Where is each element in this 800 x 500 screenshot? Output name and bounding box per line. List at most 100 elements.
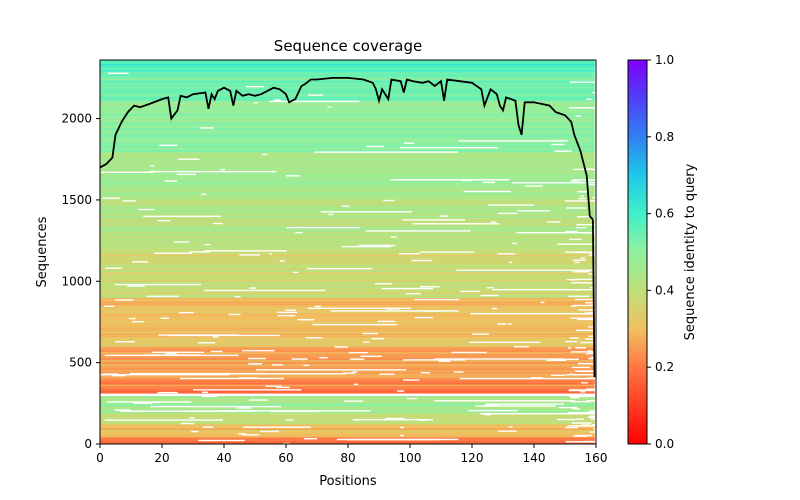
sequence-strip [100, 409, 596, 411]
sequence-strip [100, 419, 596, 421]
coverage-gap [100, 171, 154, 173]
coverage-gap [587, 350, 592, 352]
coverage-gap [578, 251, 596, 254]
coverage-gap [575, 347, 587, 349]
coverage-gap [212, 222, 223, 225]
coverage-gap [386, 308, 400, 310]
colorbar-tick-label: 0.0 [655, 437, 674, 451]
sequence-strip [100, 163, 596, 165]
sequence-strip [100, 278, 596, 280]
coverage-gap [268, 253, 273, 255]
coverage-gap [199, 127, 214, 129]
coverage-gap [567, 411, 596, 414]
coverage-gap [588, 254, 596, 256]
coverage-gap [492, 289, 596, 291]
coverage-gap [390, 179, 510, 181]
x-axis-ticks: 0 20 40 60 80 100 120 140 160 [96, 444, 607, 465]
coverage-gap [589, 304, 596, 306]
sequence-strip [100, 124, 596, 126]
chart-title: Sequence coverage [274, 37, 422, 55]
sequence-strip [100, 106, 596, 108]
coverage-gap [475, 405, 556, 407]
sequence-strip [100, 366, 596, 368]
coverage-gap [524, 185, 543, 187]
coverage-gap [490, 221, 496, 223]
y-axis-ticks: 0 500 1000 1500 2000 [61, 112, 100, 451]
coverage-gap [434, 400, 575, 402]
coverage-gap [571, 422, 592, 424]
coverage-gap [575, 370, 596, 372]
coverage-gap [150, 165, 155, 167]
coverage-gaps [100, 60, 596, 444]
coverage-gap [151, 351, 205, 353]
x-tick-label: 160 [585, 451, 608, 465]
sequence-strip [100, 368, 596, 370]
identity-band [100, 437, 596, 444]
sequence-strip [100, 231, 596, 234]
sequence-strip [100, 223, 596, 226]
sequence-strip [100, 128, 596, 130]
coverage-gap [210, 350, 223, 353]
sequence-strip [100, 159, 596, 161]
sequence-strip [100, 155, 596, 157]
coverage-gap [583, 232, 596, 234]
coverage-gap [575, 418, 584, 420]
coverage-gap [305, 337, 323, 339]
coverage-gap [451, 351, 487, 354]
coverage-gap [128, 317, 136, 320]
coverage-gap [273, 99, 281, 101]
coverage-gap [359, 244, 396, 247]
sequence-strip [100, 114, 596, 116]
sequence-strip [100, 85, 596, 87]
coverage-gap [591, 230, 596, 233]
sequence-strip [100, 241, 596, 244]
x-axis-label: Positions [319, 474, 377, 489]
coverage-gap [587, 416, 596, 418]
coverage-gap [403, 359, 466, 361]
sequence-strip [100, 179, 596, 181]
coverage-gap [593, 234, 596, 237]
coverage-gap [143, 215, 222, 218]
coverage-gap [236, 407, 252, 409]
sequence-strip [100, 102, 596, 104]
coverage-gap [102, 373, 119, 375]
sequence-strip [100, 73, 596, 75]
coverage-gap [157, 391, 178, 394]
coverage-gap [269, 410, 320, 413]
sequence-strip [100, 378, 596, 380]
sequence-strip [100, 171, 596, 173]
sequence-strip [100, 335, 596, 337]
coverage-gap [198, 439, 245, 442]
sequence-strip [100, 413, 596, 415]
y-tick-label: 1000 [61, 274, 92, 288]
sequence-strip [100, 140, 596, 142]
coverage-gap [307, 267, 373, 270]
coverage-gap [377, 320, 396, 323]
coverage-gap [330, 310, 459, 312]
coverage-gap [571, 179, 578, 182]
sequence-strip [100, 329, 596, 331]
coverage-gap [572, 408, 580, 410]
coverage-gap [414, 316, 433, 319]
coverage-gap [497, 253, 516, 255]
coverage-gap [399, 434, 404, 437]
coverage-gap [585, 302, 596, 304]
coverage-gap [479, 413, 596, 415]
coverage-gap [570, 397, 580, 399]
sequence-strip [100, 201, 596, 204]
coverage-gap [557, 243, 596, 245]
coverage-gap [551, 374, 566, 376]
sequence-strip [100, 87, 596, 89]
sequence-strip [100, 397, 596, 399]
coverage-gap [412, 223, 500, 225]
coverage-gap [586, 98, 592, 100]
coverage-gap [458, 140, 568, 142]
sequence-strip [100, 95, 596, 97]
sequence-strip [100, 93, 596, 95]
coverage-gap [314, 151, 458, 153]
coverage-gap [574, 261, 580, 264]
coverage-gap [593, 428, 596, 430]
coverage-gap [108, 72, 129, 74]
coverage-gap [580, 257, 585, 259]
sequence-strip [100, 122, 596, 124]
